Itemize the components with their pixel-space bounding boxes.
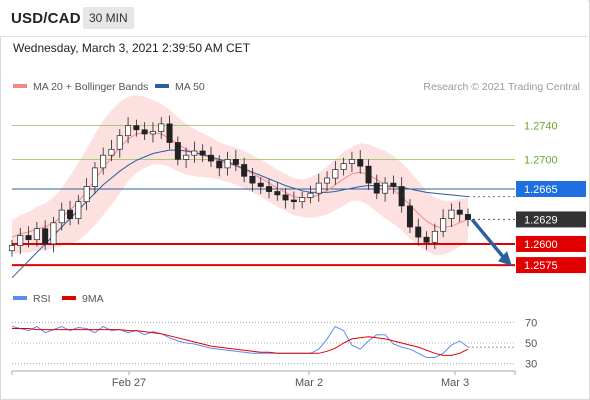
ma50-level-label: 1.2665: [524, 184, 558, 196]
legend-swatch-ma20: [13, 84, 27, 88]
candle-body: [183, 154, 190, 160]
header-bar: USD/CAD 30 MIN: [0, 0, 588, 37]
candle-body: [249, 175, 256, 184]
x-tick-label: Feb 27: [112, 377, 146, 389]
candle-body: [299, 197, 306, 203]
candle-body: [290, 199, 297, 203]
support-box-1.2600: [516, 235, 586, 252]
x-tick-label: Mar 2: [295, 377, 323, 389]
forecast-arrow-shaft: [470, 218, 507, 261]
candle-body: [431, 230, 438, 243]
candle-body: [365, 165, 372, 184]
candle-body: [33, 228, 40, 241]
support-box-1.2575: [516, 257, 586, 274]
candle-body: [116, 135, 123, 150]
candle-body: [158, 123, 165, 132]
timeframe-badge[interactable]: 30 MIN: [83, 7, 134, 29]
legend-rsi-label: RSI: [33, 293, 51, 305]
candle-body: [274, 191, 281, 196]
resistance-label-1.2740: 1.2740: [524, 121, 558, 133]
candle-body: [415, 226, 422, 238]
candle-body: [440, 218, 447, 232]
legend-swatch-rsi: [13, 296, 27, 300]
candle-body: [282, 194, 289, 201]
candle-body: [382, 182, 389, 194]
candle-body: [75, 201, 82, 219]
support-label-1.2600: 1.2600: [524, 239, 558, 251]
candle-body: [448, 209, 455, 219]
candle-body: [108, 148, 115, 156]
rsi-9ma-line: [12, 328, 469, 356]
candle-body: [166, 123, 173, 143]
candle-body: [357, 159, 364, 167]
candle-body: [241, 164, 248, 177]
candle-body: [373, 182, 380, 194]
rsi-tick-50: 50: [525, 338, 537, 350]
candle-body: [207, 154, 214, 162]
candle-body: [149, 131, 156, 135]
candle-body: [315, 182, 322, 194]
candle-body: [390, 182, 397, 187]
last-price-box: [516, 211, 586, 228]
forecast-arrow-head: [498, 251, 512, 267]
candle-body: [456, 209, 463, 215]
candle-body: [266, 186, 273, 192]
candle-body: [141, 129, 148, 135]
last-price-label: 1.2629: [524, 214, 558, 226]
candle-body: [307, 192, 314, 198]
legend-ma50-label: MA 50: [175, 81, 205, 93]
candle-body: [423, 236, 430, 243]
candle-body: [406, 205, 413, 228]
support-label-1.2575: 1.2575: [524, 260, 558, 272]
candle-body: [100, 154, 107, 169]
candle-body: [25, 235, 32, 241]
candle-body: [398, 186, 405, 207]
currency-pair: USD/CAD: [11, 10, 81, 27]
candle-body: [257, 182, 264, 187]
candle-body: [125, 125, 132, 137]
candle-body: [340, 163, 347, 170]
research-credit: Research © 2021 Trading Central: [423, 81, 580, 93]
candle-body: [332, 169, 339, 179]
candle-body: [50, 222, 57, 245]
x-tick-label: Mar 3: [441, 377, 469, 389]
candle-body: [464, 214, 471, 220]
chart-datetime: Wednesday, March 3, 2021 2:39:50 AM CET: [13, 41, 251, 55]
candle-body: [42, 228, 49, 245]
candle-body: [67, 209, 74, 219]
candle-body: [8, 245, 15, 252]
candle-body: [324, 177, 331, 184]
resistance-label-1.2700: 1.2700: [524, 154, 558, 166]
candle-body: [224, 159, 231, 169]
candle-body: [216, 160, 223, 169]
legend-swatch-9ma: [62, 296, 76, 300]
candle-body: [232, 159, 239, 165]
ma50-level-box: [516, 181, 586, 197]
bollinger-band: [12, 95, 468, 255]
candle-body: [133, 125, 140, 131]
candle-body: [83, 186, 90, 203]
candle-body: [58, 209, 65, 224]
candle-body: [199, 150, 206, 156]
legend-ma20-label: MA 20 + Bollinger Bands: [33, 81, 148, 93]
candle-body: [17, 235, 24, 246]
candle-body: [191, 150, 198, 156]
candle-body: [348, 159, 355, 164]
legend-9ma-label: 9MA: [82, 293, 104, 305]
rsi-tick-30: 30: [525, 359, 537, 371]
legend-swatch-ma50: [155, 84, 169, 88]
candle-body: [174, 142, 181, 160]
candle-body: [91, 167, 98, 187]
rsi-tick-70: 70: [525, 317, 537, 329]
